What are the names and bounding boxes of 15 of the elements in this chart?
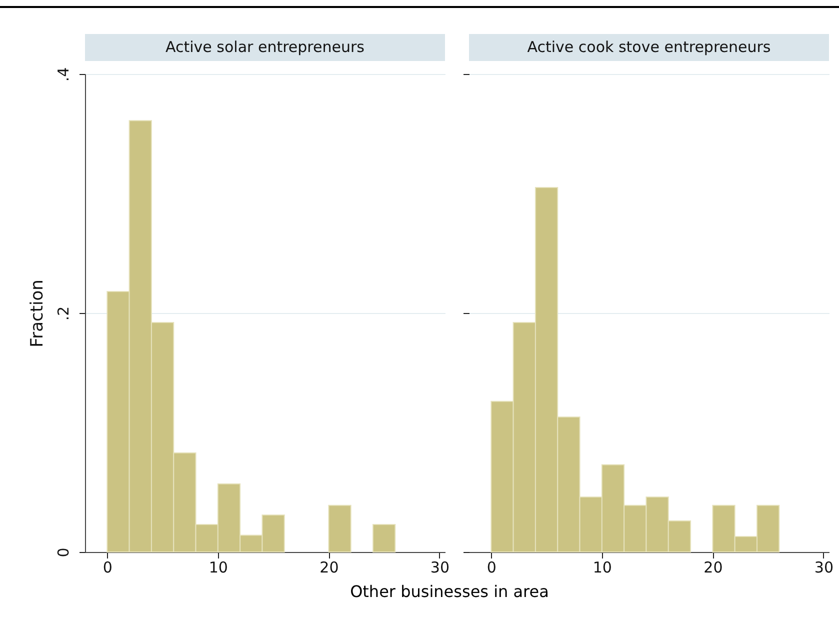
x-tick-label: 0 bbox=[486, 558, 496, 576]
x-axis-title: Other businesses in area bbox=[349, 582, 550, 601]
x-tick-label: 10 bbox=[592, 558, 612, 576]
y-axis-title: Fraction bbox=[28, 280, 48, 348]
chart-title: Active cook stove entrepreneurs bbox=[469, 34, 829, 61]
chart-title: Active solar entrepreneurs bbox=[85, 34, 445, 61]
x-tick-label: 30 bbox=[814, 558, 834, 576]
y-tick-label: .2 bbox=[54, 306, 72, 321]
x-tick-label: 20 bbox=[704, 558, 723, 576]
y-tick-label: .4 bbox=[54, 67, 72, 82]
x-tick-label: 30 bbox=[430, 558, 450, 576]
x-tick-label: 10 bbox=[208, 558, 228, 576]
y-tick-label: 0 bbox=[54, 548, 72, 558]
x-tick-label: 0 bbox=[102, 558, 112, 576]
x-tick-label: 20 bbox=[320, 558, 339, 576]
